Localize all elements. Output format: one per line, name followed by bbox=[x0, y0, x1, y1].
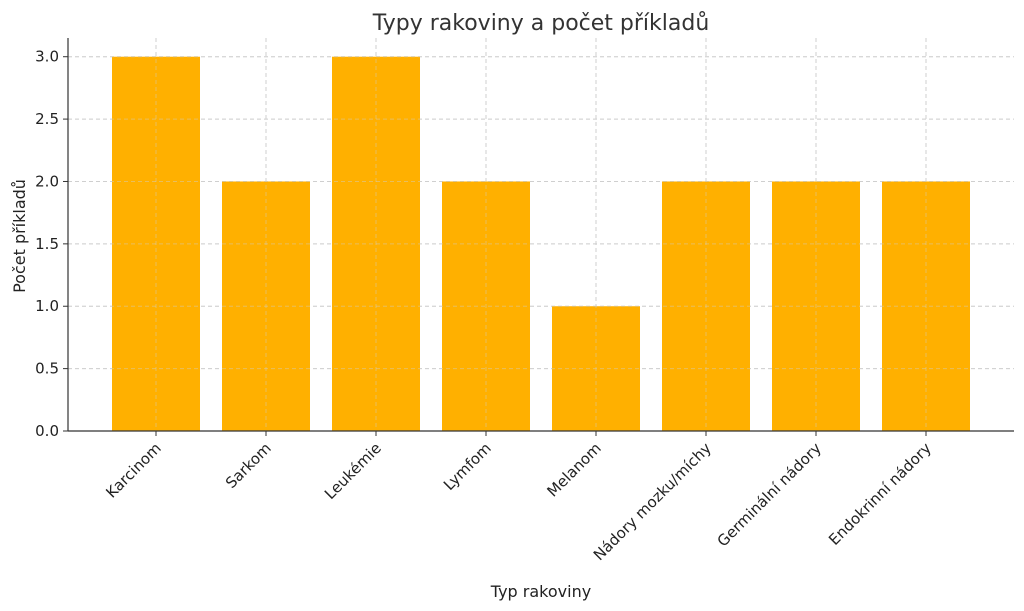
bar bbox=[772, 181, 860, 431]
y-tick-labels: 0.0 0.5 1.0 1.5 2.0 2.5 3.0 bbox=[35, 48, 59, 440]
y-tick-label: 2.5 bbox=[35, 110, 59, 128]
grid bbox=[68, 38, 1014, 432]
bar bbox=[662, 181, 750, 431]
bar bbox=[552, 306, 640, 431]
y-tick-label: 2.0 bbox=[35, 172, 59, 190]
x-tick-label: Nádory mozku/míchy bbox=[590, 439, 715, 564]
x-tick-label: Endokrinní nádory bbox=[825, 439, 935, 549]
x-tick-label: Melanom bbox=[543, 439, 604, 500]
x-tick-label: Germinální nádory bbox=[714, 439, 825, 550]
x-tick-labels: Karcinom Sarkom Leukémie Lymfom MelanomNádor… bbox=[102, 439, 935, 564]
y-tick-label: 0.5 bbox=[35, 360, 59, 378]
y-tick-label: 1.0 bbox=[35, 297, 59, 315]
chart-title: Typy rakoviny a počet příkladů bbox=[372, 11, 710, 36]
bar bbox=[332, 56, 420, 431]
x-axis-label: Typ rakoviny bbox=[490, 582, 591, 601]
bar bbox=[112, 56, 200, 431]
x-tick-label: Leukémie bbox=[321, 439, 385, 503]
y-tick-label: 3.0 bbox=[35, 48, 59, 66]
bar bbox=[222, 181, 310, 431]
bars bbox=[68, 38, 1014, 432]
bar bbox=[442, 181, 530, 431]
x-tick-label: Lymfom bbox=[440, 439, 495, 494]
axes bbox=[63, 38, 1014, 436]
y-tick-label: 1.5 bbox=[35, 235, 59, 253]
x-tick-label: Karcinom bbox=[102, 439, 164, 501]
x-tick-label: Sarkom bbox=[222, 439, 275, 492]
bar bbox=[882, 181, 970, 431]
y-tick-label: 0.0 bbox=[35, 422, 59, 440]
y-axis-label: Počet příkladů bbox=[10, 179, 29, 293]
